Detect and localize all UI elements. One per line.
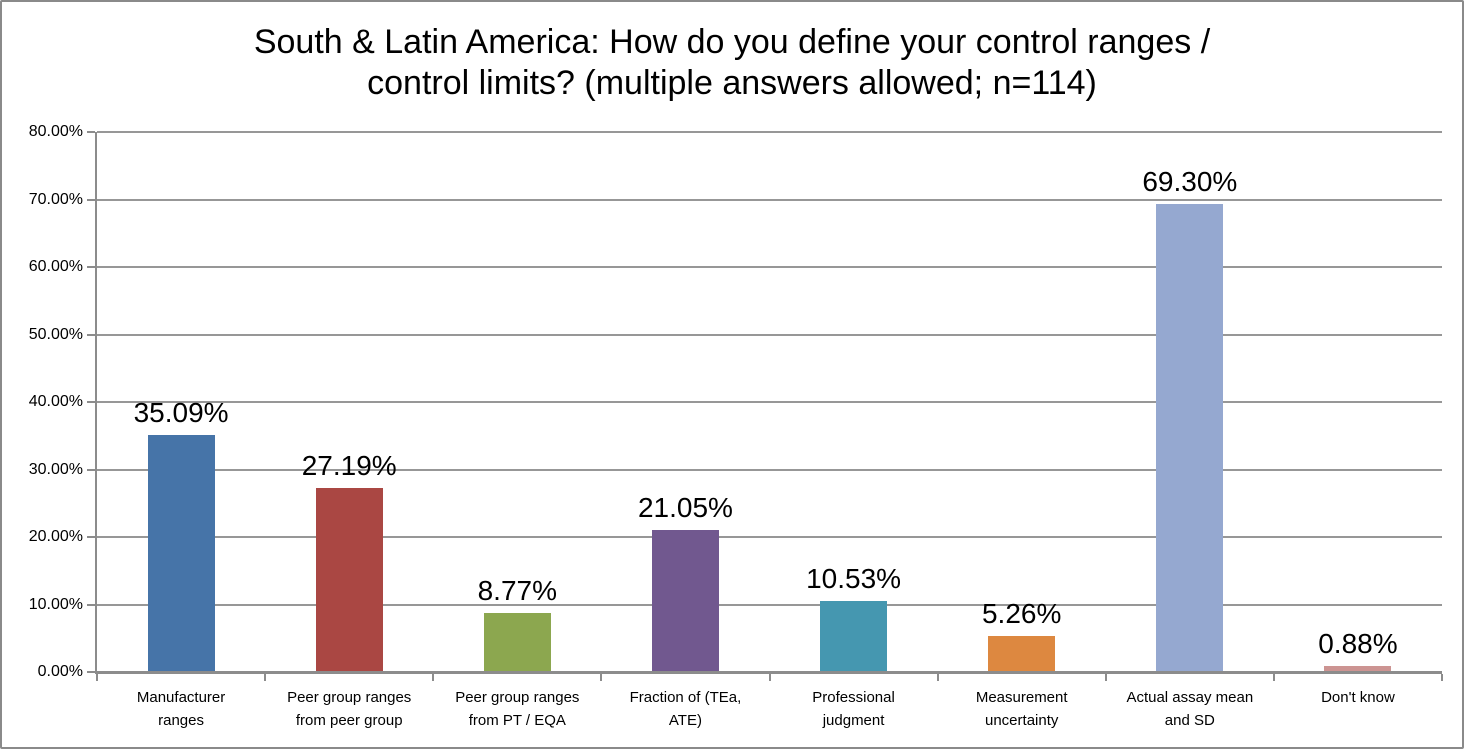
y-axis-tick-label: 70.00%	[28, 190, 83, 208]
bar-value-label: 69.30%	[1142, 166, 1238, 198]
y-axis-line	[95, 132, 97, 672]
x-axis-category-label-line: Don't know	[1321, 689, 1395, 706]
y-axis-tick	[87, 266, 95, 268]
x-axis-category-label-line: Professional	[812, 689, 895, 706]
x-axis-tick	[1441, 674, 1443, 681]
bar-1	[147, 435, 215, 672]
x-axis-category-label: Manufacturer ranges	[97, 686, 265, 732]
y-axis-tick-label: 40.00%	[28, 393, 83, 410]
x-axis-category-label: Professional judgment	[770, 686, 938, 732]
chart-title-line-2: control limits? (multiple answers allowe…	[367, 64, 1097, 102]
x-axis-line	[95, 671, 1442, 674]
x-axis-category-label-line: judgment	[822, 712, 885, 729]
x-axis-category-label-line: Manufacturer	[136, 689, 226, 706]
plot-area: 35.09% 27.19% 8.77% 21.05% 10.53% 5.26% 69.30%…	[97, 131, 1442, 672]
y-axis-tick-label: 80.00%	[28, 123, 83, 140]
bar-value-label: 21.05%	[637, 491, 733, 523]
x-axis-category-label: Peer group ranges from PT / EQA	[433, 686, 601, 732]
y-axis-tick	[87, 131, 95, 133]
bar-value-label: 5.26%	[981, 598, 1062, 630]
chart-title: South & Latin America: How do you define…	[2, 22, 1462, 104]
y-axis-tick	[87, 671, 95, 673]
y-axis-tick-label: 20.00%	[28, 528, 83, 545]
x-axis-category-label-line: Peer group ranges	[455, 689, 580, 706]
bar-8	[1324, 666, 1392, 672]
bar-value-label: 0.88%	[1318, 628, 1398, 660]
bar-value-label: 8.77%	[477, 574, 558, 606]
bar-6	[988, 636, 1056, 672]
y-axis-tick-label: 30.00%	[28, 460, 83, 478]
bar-2	[315, 488, 383, 672]
gridline	[97, 468, 1442, 471]
bar-4	[651, 529, 719, 672]
bar-value-label: 27.19%	[301, 450, 397, 482]
gridline	[97, 266, 1442, 268]
x-axis-category-label-line: and SD	[1164, 712, 1215, 729]
gridline	[97, 333, 1442, 336]
y-axis-tick	[87, 536, 95, 538]
y-axis-tick	[87, 333, 95, 336]
x-axis-category-label-line: ranges	[158, 712, 204, 729]
x-axis-tick	[1104, 674, 1107, 681]
bar-5	[820, 600, 888, 672]
y-axis-tick	[87, 603, 95, 606]
y-axis-tick	[87, 401, 95, 403]
gridline	[97, 603, 1442, 606]
y-axis-tick	[87, 468, 95, 471]
gridline	[97, 131, 1442, 133]
x-axis-category-label-line: from peer group	[295, 712, 403, 729]
bar-3	[483, 612, 551, 672]
bar-value-label: 10.53%	[806, 562, 902, 594]
x-axis-category-label-line: Peer group ranges	[287, 689, 412, 706]
bar-value-label: 35.09%	[133, 397, 229, 429]
x-axis-category-label: Don't know	[1274, 686, 1442, 709]
bar-7	[1156, 204, 1224, 672]
gridline	[97, 401, 1442, 403]
gridline	[97, 198, 1442, 201]
y-axis-tick-label: 0.00%	[37, 663, 83, 680]
x-axis-category-label: Measurement uncertainty	[938, 686, 1106, 732]
y-axis-tick	[87, 198, 95, 201]
gridline	[97, 536, 1442, 538]
x-axis-tick	[432, 674, 435, 681]
x-axis-category-label-line: uncertainty	[985, 712, 1059, 729]
x-axis-tick	[936, 674, 939, 681]
chart-title-line-1: South & Latin America: How do you define…	[253, 23, 1211, 61]
x-axis-tick	[264, 674, 267, 681]
y-axis-tick-label: 60.00%	[28, 258, 83, 275]
x-axis-category-label-line: Fraction of (TEa,	[629, 689, 742, 706]
x-axis-category-label-line: ATE)	[668, 712, 702, 729]
x-axis-category-label: Fraction of (TEa, ATE)	[601, 686, 769, 732]
x-axis-tick	[1272, 674, 1275, 681]
x-axis-category-label-line: Measurement	[975, 689, 1068, 706]
x-axis-category-label: Peer group ranges from peer group	[265, 686, 433, 732]
y-axis-tick-label: 10.00%	[28, 595, 83, 613]
x-axis-category-label-line: from PT / EQA	[468, 712, 566, 729]
x-axis-category-label-line: Actual assay mean	[1126, 689, 1254, 706]
x-axis-tick	[600, 674, 603, 681]
y-axis-tick-label: 50.00%	[28, 325, 83, 343]
x-axis-tick	[96, 674, 98, 681]
x-axis-category-label: Actual assay mean and SD	[1106, 686, 1274, 732]
x-axis-tick	[768, 674, 771, 681]
